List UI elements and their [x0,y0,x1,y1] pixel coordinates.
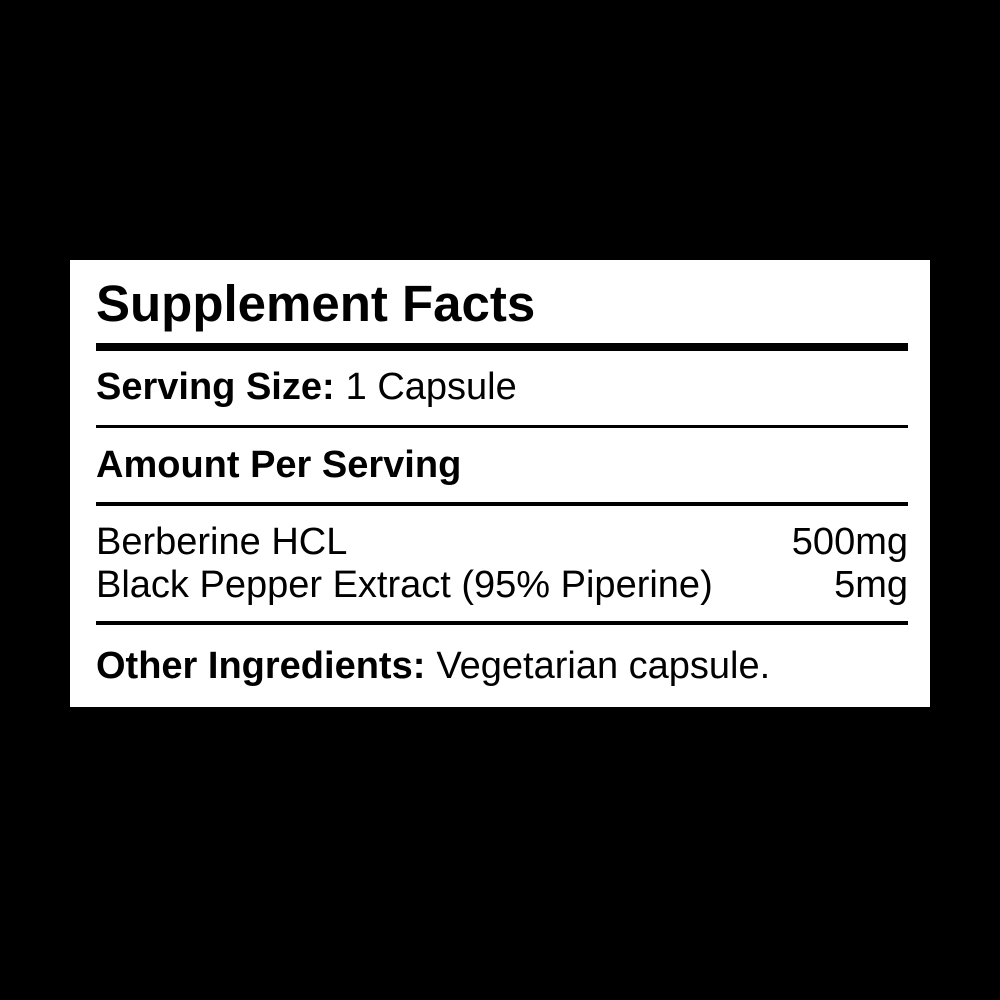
serving-size-value: 1 Capsule [345,366,517,408]
serving-size-row: Serving Size: 1 Capsule [96,368,908,406]
ingredient-row: Berberine HCL 500mg [96,523,908,561]
ingredient-name: Black Pepper Extract (95% Piperine) [96,564,713,606]
other-ingredients-row: Other Ingredients: Vegetarian capsule. [96,647,908,685]
serving-divider [96,425,908,428]
other-ingredients-value: Vegetarian capsule. [436,645,771,687]
header-divider [96,502,908,506]
ingredients-divider [96,621,908,625]
serving-size-label: Serving Size: [96,366,335,408]
supplement-facts-content: Supplement Facts Serving Size: 1 Capsule … [96,260,908,707]
amount-per-serving-header: Amount Per Serving [96,444,462,486]
ingredient-name: Berberine HCL [96,521,348,563]
ingredient-row: Black Pepper Extract (95% Piperine) 5mg [96,566,908,604]
ingredient-amount: 500mg [791,521,908,563]
supplement-facts-panel: Supplement Facts Serving Size: 1 Capsule … [70,260,930,707]
title-divider-thick [96,343,908,351]
other-ingredients-label: Other Ingredients: [96,645,426,687]
supplement-facts-title: Supplement Facts [96,275,536,332]
ingredient-amount: 5mg [834,564,908,606]
